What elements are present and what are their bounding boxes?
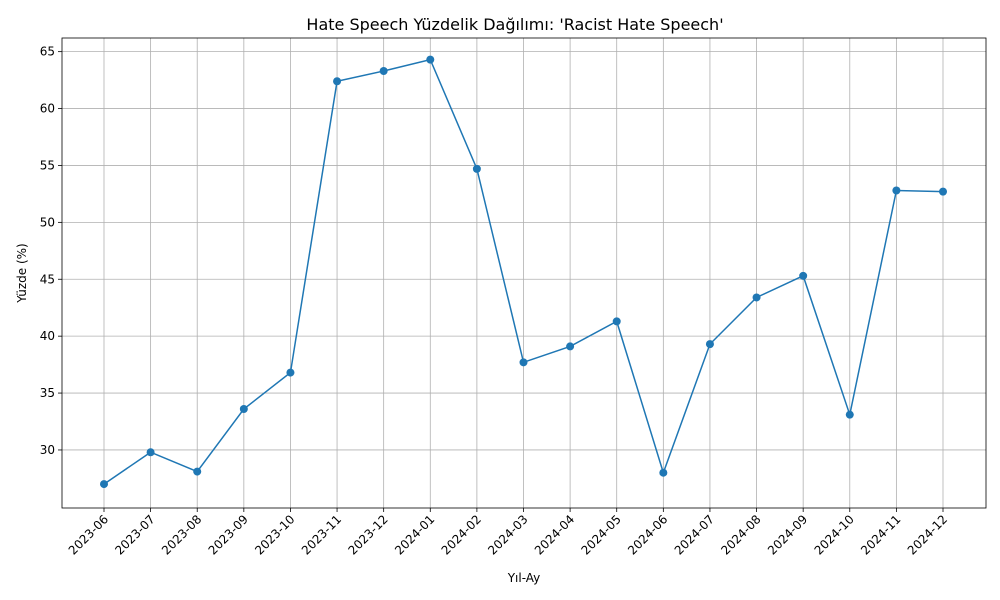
chart-title: Hate Speech Yüzdelik Dağılımı: 'Racist H… xyxy=(306,15,723,34)
data-point xyxy=(426,55,435,64)
data-point xyxy=(705,340,714,349)
x-tick-label: 2024-01 xyxy=(392,512,437,557)
data-point xyxy=(379,67,388,76)
y-tick-label: 60 xyxy=(40,102,55,116)
data-point xyxy=(519,358,528,367)
data-point xyxy=(566,342,575,351)
data-point xyxy=(100,480,108,489)
y-tick-label: 40 xyxy=(40,329,55,343)
data-point xyxy=(472,164,481,173)
x-tick-label: 2024-10 xyxy=(812,512,857,557)
data-point xyxy=(799,271,808,280)
x-tick-label: 2024-04 xyxy=(532,512,577,557)
x-tick-label: 2024-08 xyxy=(718,512,763,557)
x-tick-label: 2024-07 xyxy=(672,512,717,557)
x-axis-label: Yıl-Ay xyxy=(507,571,541,585)
x-tick-label: 2023-11 xyxy=(299,512,344,557)
data-point xyxy=(892,186,901,195)
y-axis-label: Yüzde (%) xyxy=(15,243,29,303)
data-point xyxy=(612,317,621,326)
data-point xyxy=(333,77,342,86)
axis-ticks: 2023-06 2023-07 2023-08 2023-09 2023-10 2023-… xyxy=(40,45,950,558)
x-tick-label: 2023-12 xyxy=(345,512,390,557)
x-tick-label: 2024-05 xyxy=(578,512,623,557)
x-tick-label: 2024-12 xyxy=(905,512,950,557)
x-tick-label: 2024-11 xyxy=(858,512,903,557)
x-tick-label: 2024-06 xyxy=(625,512,670,557)
y-tick-label: 45 xyxy=(40,272,55,286)
x-tick-label: 2023-08 xyxy=(159,512,204,557)
y-tick-label: 35 xyxy=(40,386,55,400)
data-point xyxy=(146,448,155,457)
y-tick-label: 30 xyxy=(40,443,55,457)
x-tick-label: 2023-06 xyxy=(66,512,111,557)
x-tick-label: 2023-07 xyxy=(112,512,157,557)
data-point xyxy=(193,467,202,476)
grid xyxy=(62,38,986,508)
data-point xyxy=(286,368,295,377)
y-tick-label: 65 xyxy=(40,45,55,59)
data-point xyxy=(659,468,668,477)
x-tick-label: 2024-02 xyxy=(439,512,484,557)
x-tick-label: 2023-09 xyxy=(206,512,251,557)
y-tick-label: 55 xyxy=(40,158,55,172)
x-tick-label: 2023-10 xyxy=(252,512,297,557)
plot-frame xyxy=(61,37,987,509)
data-point xyxy=(845,410,854,419)
x-tick-label: 2024-03 xyxy=(485,512,530,557)
data-point xyxy=(939,187,947,196)
x-tick-label: 2024-09 xyxy=(765,512,810,557)
data-point xyxy=(752,293,761,302)
y-tick-label: 50 xyxy=(40,215,55,229)
data-point xyxy=(239,404,248,413)
series xyxy=(100,55,947,489)
